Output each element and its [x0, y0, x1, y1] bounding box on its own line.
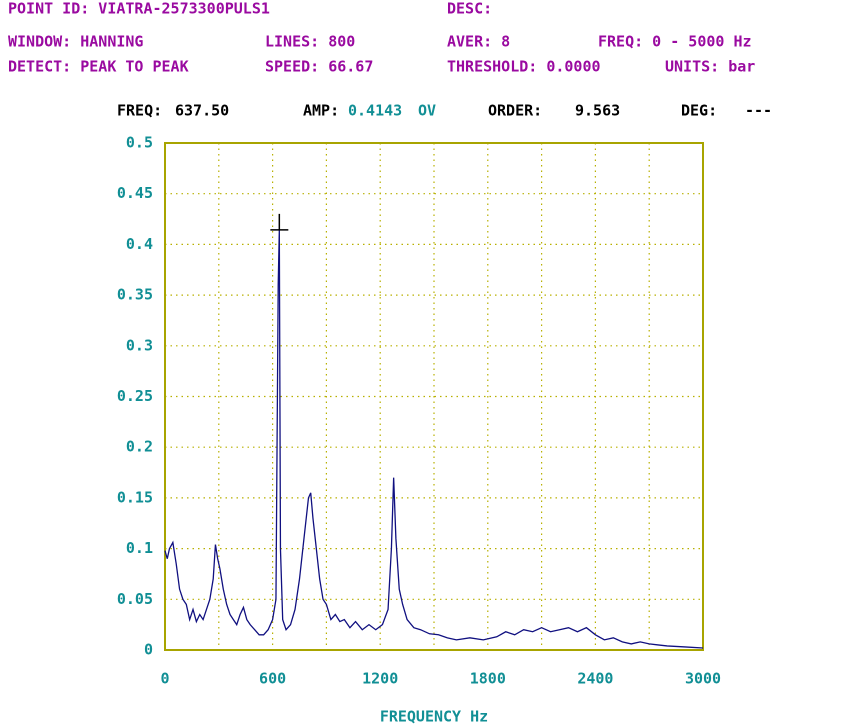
units: UNITS: bar — [665, 58, 755, 76]
y-tick-label: 0 — [144, 641, 153, 659]
y-tick-label: 0.2 — [126, 438, 153, 456]
y-tick-label: 0.45 — [117, 184, 153, 202]
point-id: POINT ID: VIATRA-2573300PULS1 — [8, 0, 270, 18]
y-tick-label: 0.15 — [117, 488, 153, 506]
freq-range: FREQ: 0 - 5000 Hz — [598, 33, 752, 51]
readout-value: --- — [745, 102, 772, 120]
cursor — [270, 213, 289, 231]
spectrum-line — [164, 229, 704, 649]
window: WINDOW: HANNING — [8, 33, 143, 51]
x-tick-label: 1800 — [470, 670, 506, 688]
x-tick-label: 0 — [160, 670, 169, 688]
y-tick-label: 0.1 — [126, 539, 153, 557]
y-tick-label: 0.05 — [117, 590, 153, 608]
detect: DETECT: PEAK TO PEAK — [8, 58, 189, 76]
x-tick-label: 1200 — [362, 670, 398, 688]
readout-label: ORDER: — [488, 102, 542, 120]
x-tick-label: 600 — [259, 670, 286, 688]
y-tick-label: 0.3 — [126, 336, 153, 354]
x-axis-title: FREQUENCY Hz — [380, 708, 488, 726]
lines: LINES: 800 — [265, 33, 355, 51]
aver: AVER: 8 — [447, 33, 510, 51]
y-tick-label: 0.25 — [117, 387, 153, 405]
y-tick-label: 0.4 — [126, 235, 153, 253]
y-tick-label: 0.35 — [117, 286, 153, 304]
readout-value: 0.4143 — [348, 102, 402, 120]
speed: SPEED: 66.67 — [265, 58, 373, 76]
readout-label: DEG: — [681, 102, 717, 120]
readout-value: 9.563 — [575, 102, 620, 120]
y-tick-label: 0.5 — [126, 134, 153, 152]
x-tick-label: 3000 — [685, 670, 721, 688]
readout-unit: OV — [418, 102, 436, 120]
plot-frame — [164, 142, 704, 651]
x-tick-label: 2400 — [577, 670, 613, 688]
readout-label: FREQ: — [117, 102, 162, 120]
readout-label: AMP: — [303, 102, 339, 120]
readout-value: 637.50 — [175, 102, 229, 120]
threshold: THRESHOLD: 0.0000 — [447, 58, 601, 76]
desc: DESC: — [447, 0, 492, 18]
